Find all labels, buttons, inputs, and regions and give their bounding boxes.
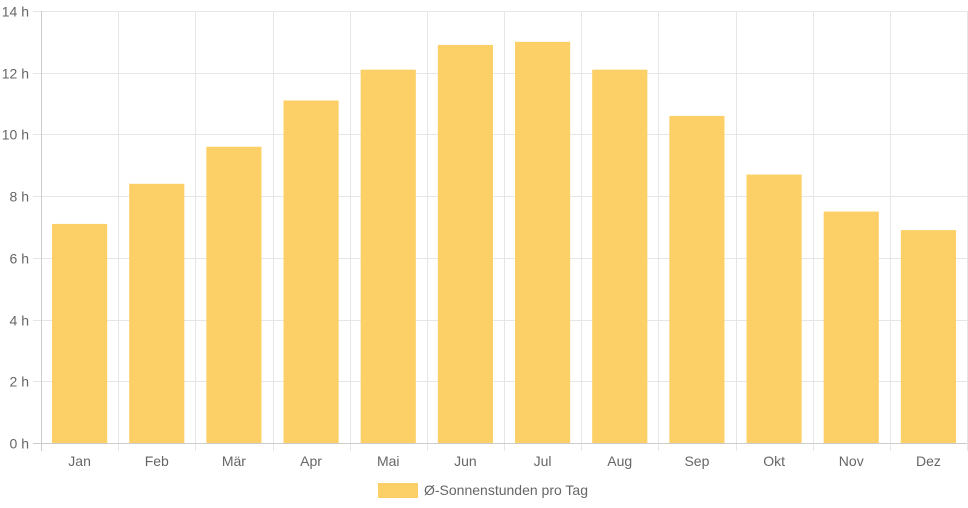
grid-lines [33, 11, 968, 451]
bar-mai[interactable] [360, 69, 416, 443]
bar-nov[interactable] [823, 211, 879, 443]
y-tick-label: 12 h [2, 66, 29, 82]
x-tick-label: Aug [607, 453, 632, 469]
x-tick-label: Jul [534, 453, 552, 469]
legend-swatch[interactable] [378, 483, 418, 498]
axes [33, 11, 967, 451]
x-tick-label: Sep [684, 453, 709, 469]
y-tick-label: 4 h [10, 313, 29, 329]
x-tick-label: Okt [763, 453, 785, 469]
y-tick-label: 8 h [10, 189, 29, 205]
bar-jul[interactable] [515, 41, 571, 443]
x-tick-label: Mai [377, 453, 400, 469]
bar-dez[interactable] [900, 230, 956, 443]
x-tick-label: Jan [68, 453, 91, 469]
bar-apr[interactable] [283, 100, 339, 443]
bars [52, 41, 956, 444]
x-tick-label: Mär [222, 453, 246, 469]
bar-mär[interactable] [206, 146, 262, 443]
legend[interactable]: Ø-Sonnenstunden pro Tag [378, 482, 588, 498]
bar-aug[interactable] [592, 69, 648, 443]
bar-okt[interactable] [746, 174, 802, 444]
y-tick-label: 0 h [10, 436, 29, 452]
x-tick-label: Nov [839, 453, 864, 469]
y-tick-label: 2 h [10, 374, 29, 390]
bar-jun[interactable] [437, 44, 493, 443]
bar-jan[interactable] [52, 223, 108, 443]
y-tick-label: 6 h [10, 251, 29, 267]
y-tick-labels: 0 h 2 h 4 h 6 h 8 h 10 h 12 h 14 h [2, 4, 29, 452]
x-tick-label: Dez [916, 453, 941, 469]
legend-label[interactable]: Ø-Sonnenstunden pro Tag [424, 482, 588, 498]
x-tick-label: Feb [145, 453, 169, 469]
y-tick-label: 10 h [2, 127, 29, 143]
x-tick-labels: Jan Feb Mär Apr Mai Jun Jul Aug Sep Okt Nov Dez [68, 453, 941, 469]
x-tick-label: Jun [454, 453, 477, 469]
bar-sep[interactable] [669, 115, 725, 444]
x-tick-label: Apr [300, 453, 322, 469]
y-tick-label: 14 h [2, 4, 29, 20]
bar-feb[interactable] [129, 183, 185, 444]
